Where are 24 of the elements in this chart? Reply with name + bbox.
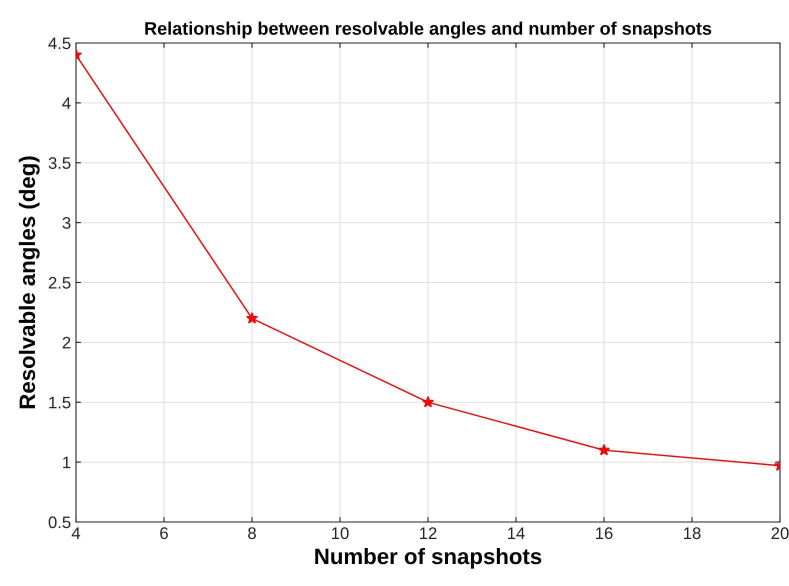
y-tick-label: 4	[62, 97, 71, 109]
y-tick-label: 1.5	[49, 396, 70, 408]
y-tick-label: 3	[62, 217, 70, 229]
point	[598, 444, 610, 456]
x-axis-title: Number of snapshots	[315, 548, 542, 569]
x-tick-label: 4	[72, 527, 80, 539]
y-tick-label: 4.5	[48, 38, 70, 50]
x-tick-label: 18	[684, 527, 701, 540]
point	[422, 396, 434, 408]
y-tick-label: 0.5	[48, 516, 70, 528]
y-tick-label: 2.5	[48, 276, 70, 289]
y-tick-label: 2	[62, 336, 70, 348]
x-tick-label: 16	[596, 527, 613, 540]
y-tick-label: 3.5	[48, 157, 70, 169]
x-tick-label: 6	[160, 527, 168, 540]
x-tick-label: 14	[508, 527, 525, 539]
x-tick-label: 20	[772, 527, 789, 540]
x-tick-label: 12	[420, 527, 436, 539]
point	[246, 312, 258, 324]
y-tick-label: 1	[63, 456, 70, 468]
chart-title: Relationship between resolvable angles and number of snapshots	[145, 22, 712, 38]
x-tick-label: 8	[248, 527, 256, 540]
x-tick-label: 10	[332, 527, 349, 540]
y-axis-title: Resolvable angles (deg)	[18, 156, 40, 408]
